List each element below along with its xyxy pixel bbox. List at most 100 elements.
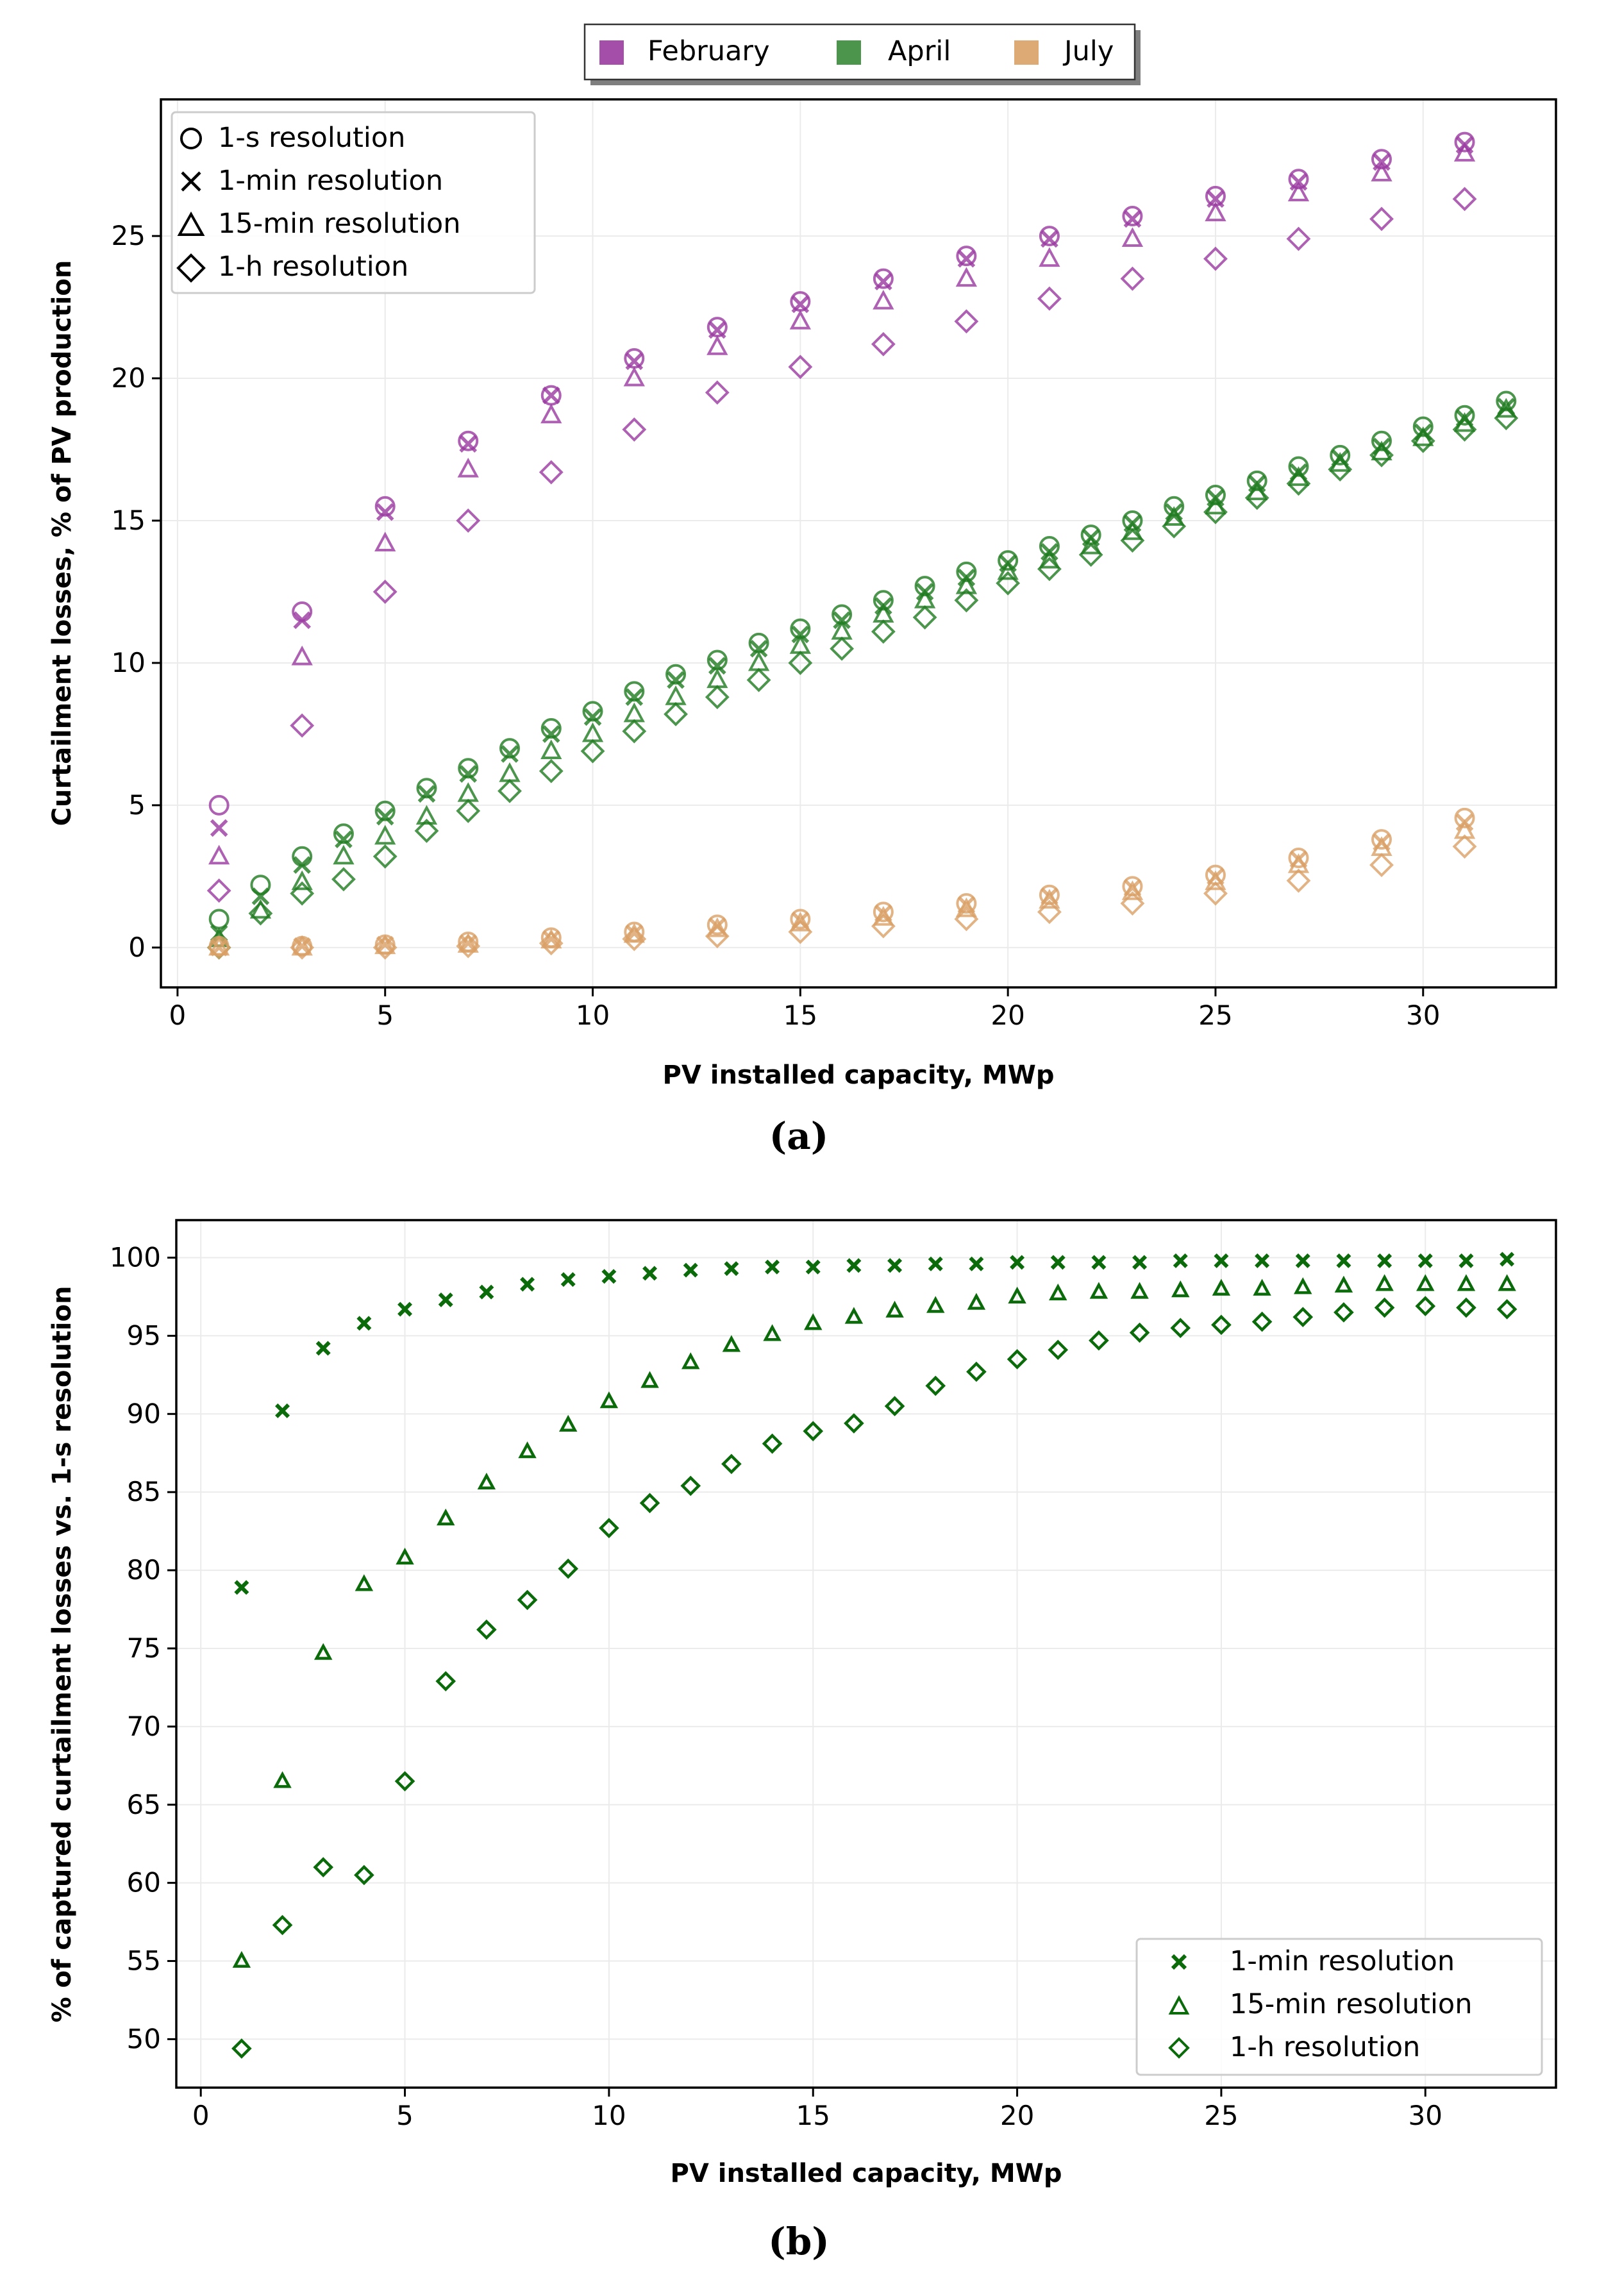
data-point-diamond (1328, 457, 1353, 482)
data-point-triangle (1412, 426, 1434, 446)
data-point-x (969, 1256, 984, 1271)
july-legend-label: July (1062, 35, 1114, 67)
data-point-triangle (249, 898, 272, 919)
data-point-circle (1330, 444, 1351, 465)
data-point-diamond (803, 1421, 824, 1441)
data-point-x (234, 1580, 249, 1595)
data-point-circle (1039, 535, 1060, 557)
data-point-x (625, 924, 644, 943)
x-tick-label: 25 (1198, 1000, 1232, 1031)
y-tick-label: 10 (112, 647, 146, 678)
x-tick-label: 30 (1406, 1000, 1440, 1031)
data-point-x (957, 249, 976, 268)
data-point-triangle (333, 844, 355, 865)
data-point-diamond (272, 1915, 293, 1936)
data-point-diamond (788, 651, 813, 675)
data-point-diamond (1170, 1318, 1191, 1339)
data-point-triangle (1453, 142, 1476, 162)
panel-b-x-ticks: 0 5 10 15 20 25 30 (192, 2088, 1442, 2131)
panel-a-x-ticks: 0 5 10 15 20 25 30 (169, 987, 1440, 1031)
data-point-diamond (456, 934, 481, 959)
data-point-triangle (1205, 201, 1226, 222)
data-point-diamond (1078, 542, 1103, 567)
data-point-x (315, 1341, 331, 1356)
data-point-diamond (206, 935, 231, 960)
data-point-triangle (396, 1547, 414, 1565)
data-point-circle (1205, 485, 1226, 506)
data-point-diamond (456, 798, 481, 823)
data-point-diamond (1037, 286, 1062, 311)
data-point-diamond (476, 1619, 497, 1640)
x-tick-label: 0 (192, 2100, 210, 2131)
data-point-triangle (1212, 1278, 1231, 1296)
x-tick-label: 20 (1000, 2100, 1034, 2131)
data-point-x (1214, 1253, 1229, 1268)
y-tick-label: 5 (128, 789, 146, 821)
data-point-diamond (871, 914, 896, 939)
data-point-circle (1122, 876, 1143, 897)
data-point-circle (707, 914, 728, 935)
data-point-diamond (996, 571, 1021, 596)
data-point-triangle (1121, 880, 1144, 900)
data-point-x (667, 671, 685, 689)
data-point-x (1459, 1253, 1474, 1268)
data-point-triangle (681, 1352, 700, 1370)
data-point-diamond (290, 935, 315, 960)
data-point-triangle (1163, 506, 1185, 526)
data-point-circle (1412, 416, 1434, 437)
data-point-circle (1371, 829, 1392, 850)
data-point-x (1010, 1255, 1025, 1270)
data-point-x (520, 1277, 535, 1292)
data-point-triangle (1008, 1286, 1026, 1303)
x-tick-label: 30 (1409, 2100, 1442, 2131)
data-point-diamond (954, 588, 979, 613)
x-tick-label: 25 (1204, 2100, 1238, 2131)
data-point-diamond (539, 460, 564, 485)
x-tick-label: 5 (396, 2100, 414, 2131)
data-point-diamond (1286, 226, 1311, 251)
panel-a-points (206, 131, 1519, 960)
data-point-x (1132, 1255, 1148, 1270)
data-point-diamond (871, 619, 896, 644)
legend-1s-label: 1-s resolution (218, 122, 405, 154)
data-point-triangle (208, 844, 230, 865)
data-point-circle (499, 738, 520, 759)
data-point-triangle (707, 917, 728, 937)
data-point-circle (1454, 405, 1475, 426)
data-point-diamond (1120, 266, 1145, 291)
x-tick-label: 20 (991, 1000, 1024, 1031)
data-point-triangle (1171, 1280, 1190, 1298)
legend-1h-label: 1-h resolution (218, 251, 408, 283)
data-point-circle (1288, 848, 1309, 869)
data-point-diamond (1369, 853, 1394, 878)
data-point-circle (956, 893, 977, 914)
data-point-diamond (1452, 417, 1477, 442)
data-point-triangle (273, 1771, 292, 1788)
data-point-triangle (1039, 889, 1060, 909)
data-point-triangle (967, 1293, 986, 1310)
data-point-circle (1122, 206, 1143, 227)
data-point-x (1091, 1255, 1107, 1270)
data-point-diamond (558, 1558, 579, 1579)
data-point-circle (1288, 456, 1309, 477)
data-point-triangle (873, 289, 894, 310)
y-tick-label: 100 (110, 1242, 161, 1273)
x-tick-label: 0 (169, 1000, 187, 1031)
data-point-x (708, 321, 726, 339)
x-tick-label: 15 (796, 2100, 830, 2131)
data-point-triangle (374, 825, 396, 845)
y-tick-label: 55 (127, 1945, 161, 1977)
data-point-triangle (844, 1307, 864, 1324)
data-point-x (397, 1302, 413, 1317)
data-point-x (846, 1258, 862, 1273)
data-point-diamond (580, 739, 605, 764)
data-point-x (874, 272, 892, 290)
data-point-circle (1288, 169, 1309, 190)
data-point-x (928, 1256, 943, 1271)
data-point-diamond (1494, 406, 1519, 431)
data-point-x (376, 503, 394, 521)
data-point-x (479, 1284, 494, 1300)
data-point-triangle (1457, 1274, 1476, 1291)
data-point-diamond (497, 778, 522, 803)
data-point-x (1336, 1253, 1351, 1268)
